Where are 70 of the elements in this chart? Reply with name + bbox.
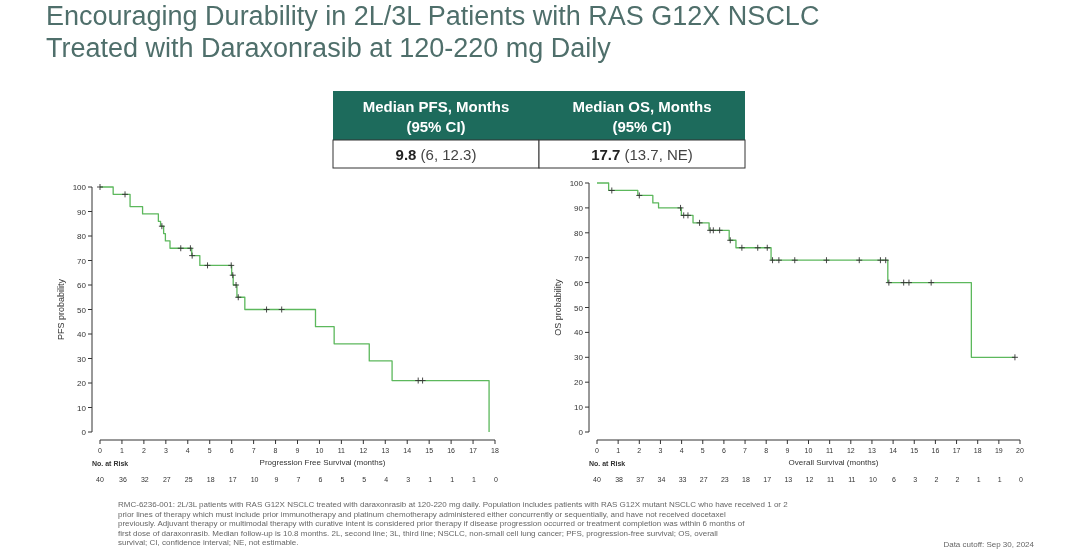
point [885, 279, 893, 287]
y-tick-label: 50 [574, 303, 584, 313]
y-tick-label: 60 [574, 278, 584, 288]
point [738, 244, 746, 252]
text: Median OS, Months (95% CI) [572, 98, 712, 135]
point [726, 236, 734, 244]
y-tick-label: 70 [77, 256, 87, 266]
point [263, 306, 271, 313]
y-tick-label: 40 [574, 328, 584, 338]
point [186, 244, 194, 252]
point [232, 281, 240, 289]
point [696, 219, 704, 227]
text: RMC-6236-001: 2L/3L patients with RAS G12X NSCLC treated with daraxonrasib at 120-220 mg daily. Population includes patients with RAS G12X mutant NSCLC who have received 1 or 2 prior lines of therapy which must include prior immunotherapy and platinum chemotherapy administered either concurrently or sequentially, and have not received docetaxel previously. Adjuvant therapy or multimodal therapy with curative intent is considered prior therapy if disease progression occurred or treatment completion was within 6 months of first dose of daraxonrasib. Median follow-up is 10.8 months. 2L, second line; 3L, third line; NSCLC, non-small cell lung cancer; PFS, progression-free survival; OS, overall survival; CI, confidence interval; NE, not estimable. [118, 500, 789, 548]
y-tick-label: 0 [81, 428, 87, 437]
point [882, 256, 890, 264]
y-tick-label: 20 [77, 379, 87, 388]
y-tick-label: 10 [77, 403, 87, 413]
point [754, 244, 762, 252]
point [96, 183, 104, 191]
text: 17.7 (13.7, NE) [591, 146, 693, 163]
x-axis-title: Overall Survival (months) [788, 458, 879, 467]
point [414, 377, 422, 384]
point [769, 256, 776, 264]
point [121, 190, 129, 198]
y-tick-label: 10 [574, 403, 584, 413]
y-tick-label: 70 [574, 253, 584, 263]
point [419, 377, 427, 384]
y-tick-label: 30 [574, 353, 584, 363]
point [905, 279, 913, 287]
y-tick-label: 50 [77, 305, 87, 315]
text: 9.8 (6, 12.3) [395, 146, 477, 163]
point [927, 279, 935, 287]
y-tick-label: 100 [72, 183, 87, 192]
y-tick-label: 90 [574, 203, 584, 213]
text: Median PFS, Months (95% CI) [362, 98, 510, 135]
y-tick-label: 20 [574, 378, 584, 388]
point [775, 256, 783, 264]
y-tick-label: 80 [77, 232, 87, 241]
point [716, 226, 724, 234]
point [234, 293, 242, 301]
y-tick-label: 90 [77, 207, 87, 217]
point [278, 306, 286, 313]
point [684, 211, 692, 219]
point [635, 192, 643, 199]
point [1011, 353, 1019, 361]
y-tick-label: 30 [77, 354, 87, 364]
point [823, 256, 830, 264]
y-axis-title: PFS probability [56, 278, 66, 341]
point [900, 279, 908, 287]
point [876, 256, 884, 264]
y-tick-label: 0 [578, 428, 584, 437]
point [855, 256, 863, 264]
y-tick-label: 80 [574, 228, 584, 238]
point [188, 252, 196, 260]
point [677, 204, 684, 212]
chart-title: Encouraging Durability in 2L/3L Patients with RAS G12X NSCLC Treated with Daraxonrasib at 120-220 mg Daily [46, 1, 820, 63]
point [227, 261, 235, 269]
point [177, 244, 185, 252]
point [791, 256, 799, 264]
y-axis-title: OS probability [553, 278, 563, 336]
point [204, 261, 211, 269]
y-tick-label: 100 [569, 179, 584, 188]
point [229, 271, 237, 279]
y-tick-label: 40 [77, 330, 87, 339]
text: Data cutoff: Sep 30, 2024 [943, 540, 1035, 549]
y-tick-label: 60 [77, 281, 87, 290]
x-axis-title: Progression Free Survival (months) [259, 458, 386, 467]
point [608, 187, 616, 194]
point [763, 244, 771, 252]
point [158, 222, 166, 230]
